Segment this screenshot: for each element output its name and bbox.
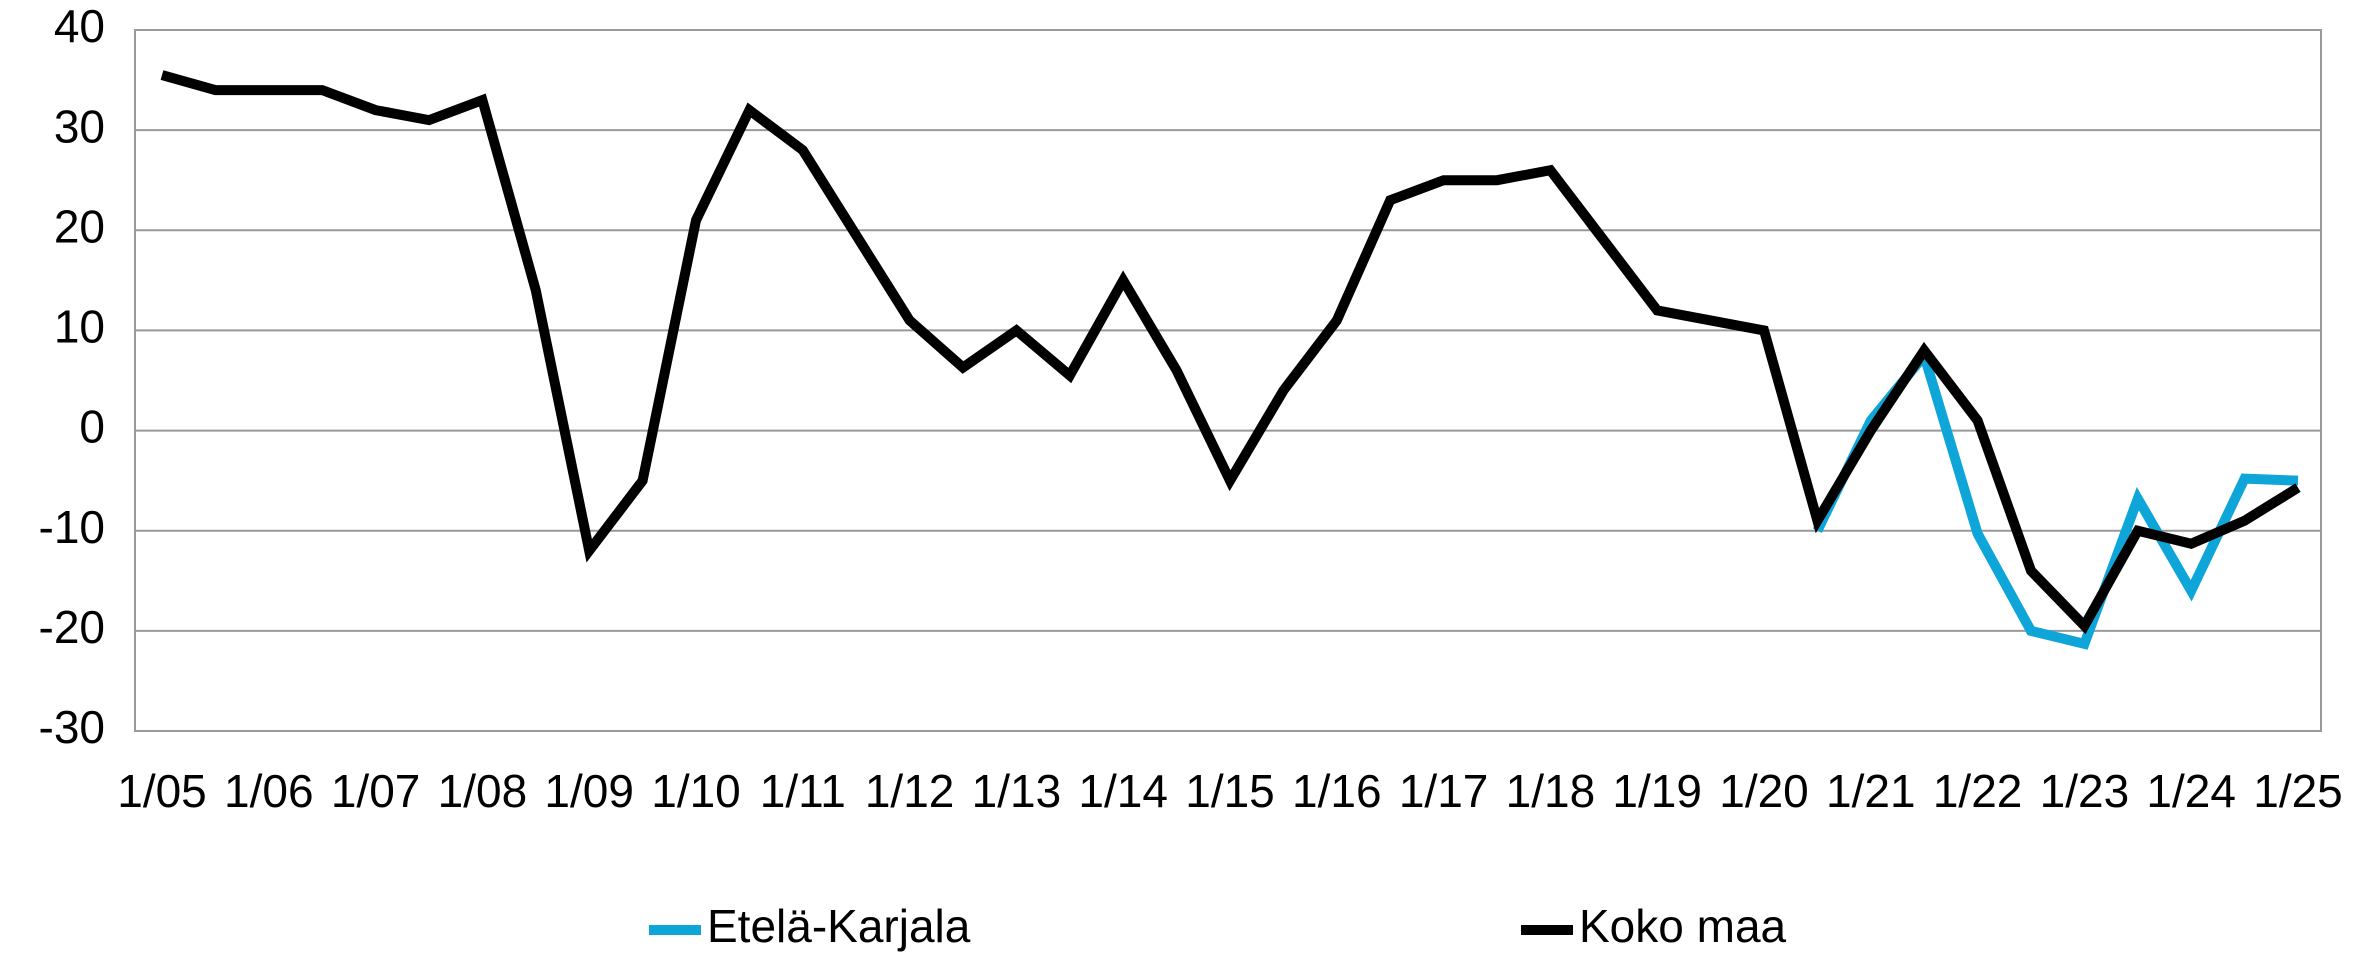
- x-tick-label: 1/07: [331, 765, 421, 817]
- x-tick-label: 1/22: [1933, 765, 2023, 817]
- x-tick-label: 1/12: [865, 765, 955, 817]
- y-tick-label: -10: [39, 501, 105, 553]
- y-tick-label: 20: [54, 200, 105, 252]
- x-tick-label: 1/18: [1506, 765, 1596, 817]
- plot-frame: [134, 29, 2322, 732]
- x-tick-label: 1/08: [438, 765, 528, 817]
- legend-label: Koko maa: [1579, 900, 1787, 952]
- x-tick-label: 1/11: [760, 765, 846, 817]
- y-tick-label: 30: [54, 100, 105, 152]
- x-tick-label: 1/17: [1399, 765, 1489, 817]
- x-tick-label: 1/19: [1612, 765, 1702, 817]
- x-tick-label: 1/16: [1292, 765, 1382, 817]
- x-tick-label: 1/23: [2040, 765, 2130, 817]
- x-tick-label: 1/20: [1719, 765, 1809, 817]
- x-tick-label: 1/13: [972, 765, 1062, 817]
- x-tick-label: 1/14: [1078, 765, 1168, 817]
- y-tick-label: -30: [39, 701, 105, 753]
- y-tick-label: 10: [54, 301, 105, 353]
- y-tick-label: 0: [79, 401, 105, 453]
- series-line: [160, 70, 2301, 635]
- legend-label: Etelä-Karjala: [707, 900, 971, 952]
- x-tick-label: 1/09: [544, 765, 634, 817]
- x-tick-label: 1/10: [651, 765, 741, 817]
- x-tick-label: 1/25: [2253, 765, 2343, 817]
- y-tick-label: -20: [39, 601, 105, 653]
- x-tick-label: 1/06: [224, 765, 314, 817]
- y-tick-label: 40: [54, 0, 105, 52]
- x-tick-label: 1/15: [1185, 765, 1275, 817]
- x-tick-label: 1/24: [2146, 765, 2236, 817]
- x-tick-label: 1/05: [117, 765, 207, 817]
- x-tick-label: 1/21: [1826, 765, 1916, 817]
